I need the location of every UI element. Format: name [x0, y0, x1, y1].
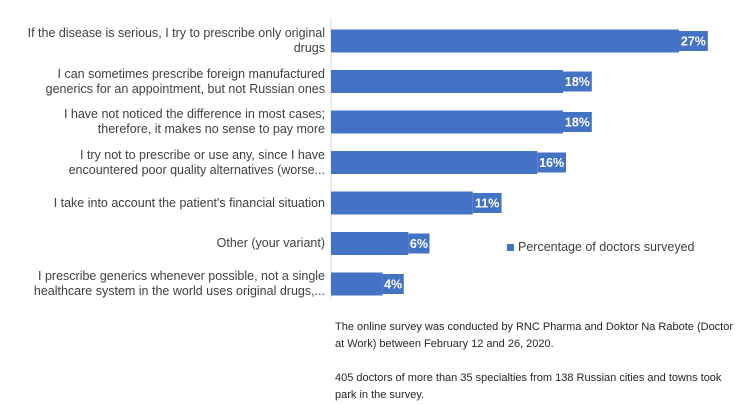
- data-label-4: 11%: [475, 197, 499, 211]
- bar-0: [331, 29, 679, 53]
- data-label-0: 27%: [681, 35, 706, 49]
- data-label-5: 6%: [410, 237, 428, 251]
- data-label-bg-4: [472, 193, 502, 213]
- data-label-bg-1: [563, 71, 592, 92]
- category-label-0: If the disease is serious, I try to pres…: [0, 26, 325, 56]
- data-label-bg-6: [382, 274, 404, 294]
- category-label-6: I prescribe generics whenever possible, …: [0, 269, 325, 299]
- category-label-line: healthcare system in the world uses orig…: [33, 284, 325, 298]
- category-label-line: I take into account the patient's financ…: [53, 195, 325, 210]
- data-label-2: 18%: [565, 116, 590, 130]
- category-label-line: I try not to prescribe or use any, since…: [79, 147, 325, 162]
- data-label-bg-0: [679, 31, 708, 51]
- category-label-line: drugs: [293, 41, 325, 55]
- category-label-line: I can sometimes prescribe foreign manufa…: [57, 66, 326, 81]
- legend: Percentage of doctors surveyed: [507, 240, 695, 254]
- category-label-2: I have not noticed the difference in mos…: [0, 107, 325, 137]
- data-label-bg-3: [537, 152, 567, 173]
- category-label-line: encountered poor quality alternatives (w…: [68, 162, 325, 177]
- survey-note-2: 405 doctors of more than 35 specialties …: [335, 372, 722, 401]
- category-label-line: I have not noticed the difference in mos…: [63, 107, 325, 121]
- data-label-bg-5: [408, 233, 430, 254]
- legend-swatch: [507, 243, 514, 251]
- category-label-1: I can sometimes prescribe foreign manufa…: [0, 67, 325, 97]
- data-label-bg-2: [563, 112, 592, 132]
- data-label-1: 18%: [565, 75, 590, 89]
- data-label-6: 4%: [384, 278, 402, 292]
- category-label-line: generics for an appointment, but not Rus…: [45, 81, 325, 96]
- category-label-line: I prescribe generics whenever possible, …: [38, 269, 325, 283]
- category-label-line: therefore, it makes no sense to pay more: [97, 122, 325, 136]
- data-label-3: 16%: [539, 156, 564, 170]
- legend-label: Percentage of doctors surveyed: [518, 240, 695, 254]
- bar-1: [331, 70, 563, 93]
- category-label-4: I take into account the patient's financ…: [0, 196, 325, 211]
- bar-6: [331, 272, 383, 296]
- survey-note-1: The online survey was conducted by RNC P…: [335, 321, 734, 350]
- category-label-5: Other (your variant): [0, 236, 325, 251]
- category-label-line: If the disease is serious, I try to pres…: [27, 26, 325, 40]
- bar-4: [331, 191, 473, 215]
- bar-5: [331, 232, 409, 255]
- bar-3: [331, 151, 538, 174]
- category-label-line: Other (your variant): [216, 236, 325, 250]
- category-label-3: I try not to prescribe or use any, since…: [0, 148, 325, 178]
- bar-2: [331, 110, 563, 134]
